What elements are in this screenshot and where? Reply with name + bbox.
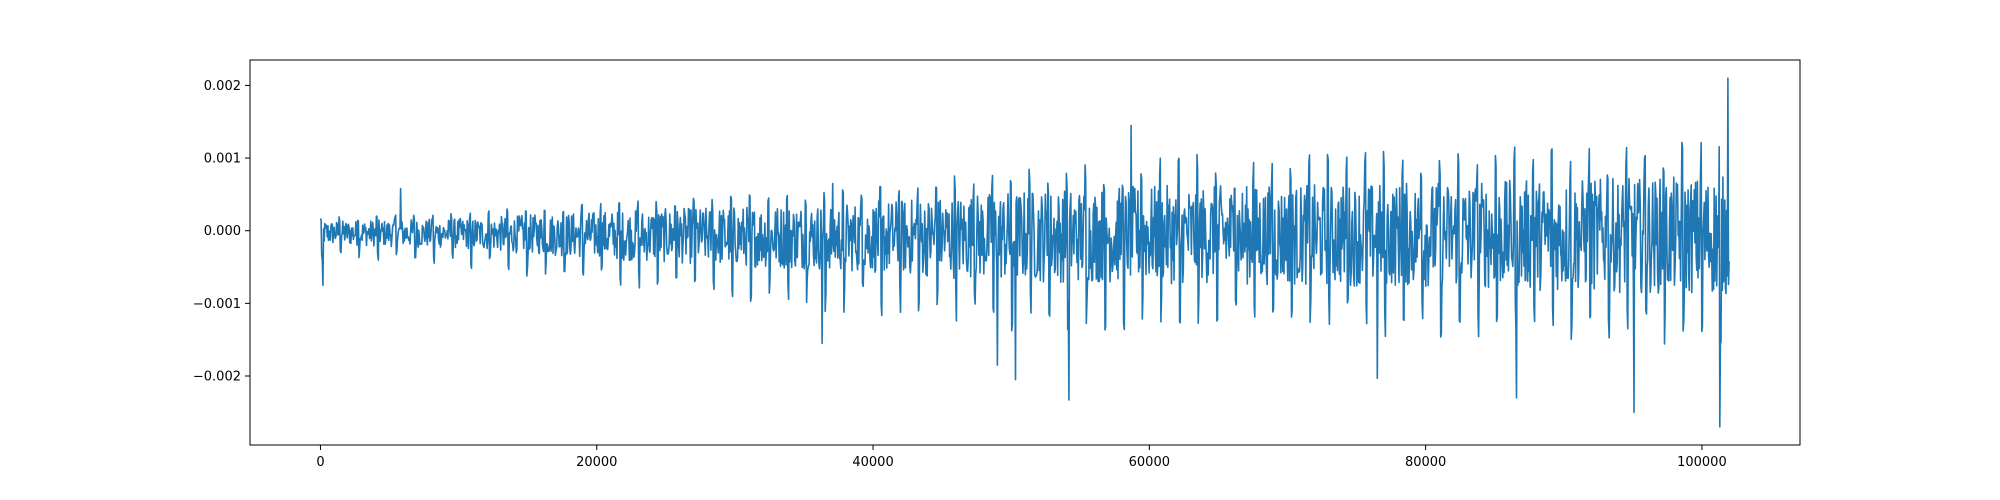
y-tick-label: −0.002 xyxy=(193,369,241,384)
plot-frame xyxy=(249,59,1801,446)
y-tick-label: 0.002 xyxy=(204,79,241,94)
y-tick-label: 0.000 xyxy=(204,224,241,239)
series-line xyxy=(319,77,1730,428)
x-tick-label: 80000 xyxy=(1405,455,1446,470)
x-tick-label: 60000 xyxy=(1129,455,1170,470)
y-tick-label: −0.001 xyxy=(193,297,241,312)
x-axis-ticks: 0 20000 40000 60000 80000 100000 xyxy=(316,445,1727,470)
x-tick-label: 100000 xyxy=(1677,455,1727,470)
y-axis-ticks: 0.002 0.001 0.000 −0.001 −0.002 xyxy=(193,79,250,384)
x-tick-label: 20000 xyxy=(576,455,617,470)
x-tick-label: 40000 xyxy=(852,455,893,470)
series-layer xyxy=(319,77,1730,428)
x-tick-label: 0 xyxy=(316,455,324,470)
axes-layer xyxy=(249,59,1801,446)
y-tick-label: 0.001 xyxy=(204,152,241,167)
